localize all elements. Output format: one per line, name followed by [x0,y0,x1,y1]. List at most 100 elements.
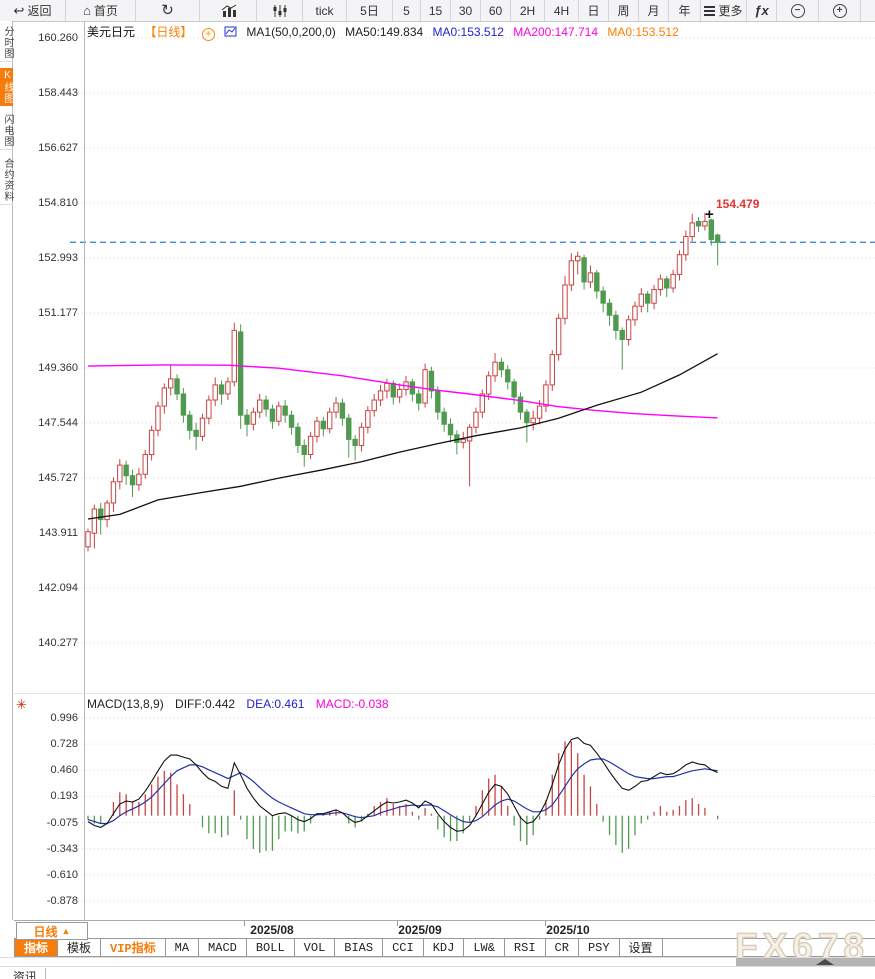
candle-body[interactable] [428,370,435,392]
candle-body[interactable] [257,399,263,413]
toolbar-button-60m[interactable]: 60 [481,0,511,21]
candle-body[interactable] [619,329,625,340]
indicator-tab-boll[interactable]: BOLL [247,939,295,956]
candles-layer[interactable] [85,212,721,552]
candle-body[interactable] [435,390,441,413]
candle-body[interactable] [422,369,428,404]
candle-body[interactable] [644,293,651,304]
candle-body[interactable] [447,423,454,436]
candle-body[interactable] [473,411,479,428]
candle-body[interactable] [326,411,333,430]
candle-body[interactable] [454,434,460,443]
scroll-up-arrow-icon[interactable] [816,959,834,965]
candle-body[interactable] [409,381,416,395]
candle-body[interactable] [365,410,371,428]
toolbar-button-15m[interactable]: 15 [421,0,451,21]
candle-body[interactable] [358,426,365,446]
candle-body[interactable] [594,272,600,292]
candle-body[interactable] [352,438,358,446]
candle-body[interactable] [632,305,638,321]
candle-body[interactable] [651,289,657,304]
candle-body[interactable] [104,502,110,521]
candle-body[interactable] [568,260,575,286]
toolbar-button-5m[interactable]: 5 [393,0,421,21]
toolbar-button-more[interactable]: 更多 [701,0,747,21]
candle-body[interactable] [581,257,587,283]
news-tab[interactable]: 资讯 [7,968,47,979]
add-overlay-button[interactable]: + [201,28,215,41]
candle-body[interactable] [664,278,670,289]
candle-body[interactable] [276,405,282,422]
candle-body[interactable] [613,314,619,331]
candle-body[interactable] [377,390,384,401]
horizontal-scrollbar[interactable] [0,957,875,967]
candle-body[interactable] [180,393,187,416]
candle-body[interactable] [676,254,683,275]
candle-body[interactable] [600,290,606,304]
candle-body[interactable] [85,531,91,548]
indicator-tab-indicators[interactable]: 指标 [14,939,59,956]
candle-body[interactable] [269,408,276,422]
toolbar-button-2h[interactable]: 2H [511,0,545,21]
candle-body[interactable] [460,438,466,443]
candle-body[interactable] [511,381,517,398]
candle-body[interactable] [549,354,555,386]
candle-body[interactable] [206,399,212,419]
candle-body[interactable] [339,402,346,419]
indicator-tab-settings[interactable]: 设置 [620,939,663,956]
indicator-settings-icon[interactable]: ✳ [16,697,27,712]
candle-body[interactable] [307,435,314,456]
toolbar-button-formula[interactable]: ƒx [747,0,777,21]
candle-body[interactable] [485,375,492,395]
indicator-tab-macd[interactable]: MACD [199,939,247,956]
indicator-tab-lw[interactable]: LW& [464,939,505,956]
candle-body[interactable] [161,387,168,407]
toolbar-button-month[interactable]: 月 [639,0,669,21]
indicator-tab-rsi[interactable]: RSI [505,939,546,956]
candle-body[interactable] [708,219,714,241]
candle-body[interactable] [117,464,123,483]
candle-body[interactable] [466,426,473,442]
candle-body[interactable] [530,417,536,424]
candle-body[interactable] [231,329,237,383]
candle-body[interactable] [390,382,396,398]
candle-body[interactable] [689,222,695,238]
scrollbar-thumb[interactable] [736,958,875,966]
toolbar-button-home[interactable]: ⌂ 首页 [66,0,136,21]
toolbar-button-tick[interactable]: tick [303,0,347,21]
candle-body[interactable] [110,481,117,504]
toolbar-button-candle-chart[interactable] [257,0,303,21]
candle-body[interactable] [148,429,155,456]
toolbar-button-year[interactable]: 年 [669,0,701,21]
candle-body[interactable] [384,382,390,392]
toolbar-button-back[interactable]: ↩ 返回 [0,0,66,21]
candle-body[interactable] [244,414,250,425]
toolbar-button-5d[interactable]: 5日 [347,0,393,21]
candle-body[interactable] [218,384,225,395]
candle-body[interactable] [237,331,244,416]
candle-body[interactable] [250,411,257,425]
candle-body[interactable] [683,236,689,256]
toolbar-button-line-chart[interactable] [200,0,257,21]
candle-body[interactable] [517,396,524,413]
indicator-tab-vol[interactable]: VOL [295,939,336,956]
candle-body[interactable] [174,378,180,395]
candle-body[interactable] [212,384,218,401]
candle-body[interactable] [575,255,581,262]
indicator-tab-ma[interactable]: MA [166,939,200,956]
candle-body[interactable] [714,234,721,243]
candle-body[interactable] [606,302,613,316]
toolbar-button-zoom-in[interactable]: + [819,0,861,21]
candle-body[interactable] [193,429,199,437]
candle-body[interactable] [555,317,562,356]
candle-body[interactable] [441,411,447,425]
candle-body[interactable] [670,273,676,289]
toolbar-button-zoom-out[interactable]: − [777,0,819,21]
sidebar-item-kline-chart[interactable]: K线图 [0,68,13,106]
candle-body[interactable] [136,473,142,486]
indicator-tab-cci[interactable]: CCI [383,939,424,956]
candle-body[interactable] [142,454,148,475]
candle-body[interactable] [416,393,422,404]
candle-body[interactable] [301,444,307,456]
indicator-tab-bias[interactable]: BIAS [335,939,384,956]
